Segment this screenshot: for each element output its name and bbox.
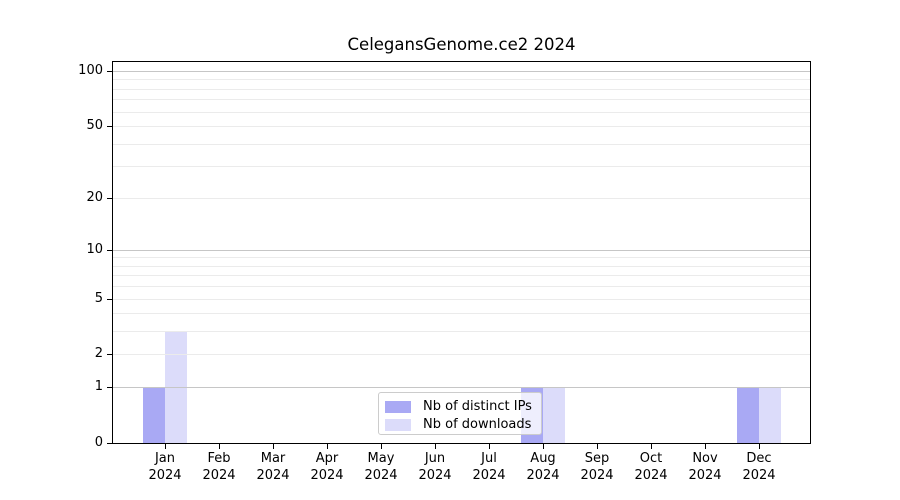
gridline-minor-9 xyxy=(113,257,810,259)
year-label: 2024 xyxy=(742,468,776,483)
x-tick-label-jan: Jan 2024 xyxy=(133,450,197,484)
y-tick-2 xyxy=(107,354,112,356)
x-tick-sep xyxy=(597,444,598,449)
y-tick-10 xyxy=(107,249,112,251)
chart-title: CelegansGenome.ce2 2024 xyxy=(347,35,576,54)
y-tick-label-2: 2 xyxy=(94,346,103,362)
gridline-minor-3 xyxy=(113,331,810,333)
gridline-minor-70 xyxy=(113,99,810,101)
x-tick-nov xyxy=(705,444,706,449)
legend-swatch-downloads xyxy=(385,419,411,431)
plot-area xyxy=(112,61,811,444)
year-label: 2024 xyxy=(580,468,614,483)
year-label: 2024 xyxy=(310,468,344,483)
x-tick-label-mar: Mar 2024 xyxy=(241,450,305,484)
x-tick-aug xyxy=(543,444,544,449)
gridline-minor-50 xyxy=(113,126,810,128)
gridline-major-100 xyxy=(113,71,810,72)
x-tick-label-aug: Aug 2024 xyxy=(511,450,575,484)
x-tick-label-jun: Jun 2024 xyxy=(403,450,467,484)
gridline-major-1 xyxy=(113,387,810,389)
month-label: May xyxy=(367,451,395,466)
x-tick-label-jul: Jul 2024 xyxy=(457,450,521,484)
month-label: Feb xyxy=(207,451,231,466)
year-label: 2024 xyxy=(634,468,668,483)
y-tick-label-50: 50 xyxy=(86,118,103,134)
x-tick-jul xyxy=(489,444,490,449)
y-tick-label-0: 0 xyxy=(94,435,103,450)
y-tick-label-100: 100 xyxy=(78,63,103,78)
x-tick-label-sep: Sep 2024 xyxy=(565,450,629,484)
bar-jan-ips xyxy=(143,387,165,443)
year-label: 2024 xyxy=(202,468,236,483)
year-label: 2024 xyxy=(148,468,182,483)
month-label: Nov xyxy=(692,451,718,466)
month-label: Oct xyxy=(639,451,663,466)
x-tick-may xyxy=(381,444,382,449)
y-tick-label-20: 20 xyxy=(86,189,103,205)
x-tick-label-oct: Oct 2024 xyxy=(619,450,683,484)
x-tick-jun xyxy=(435,444,436,449)
x-tick-mar xyxy=(273,444,274,449)
x-tick-label-nov: Nov 2024 xyxy=(673,450,737,484)
gridline-major-10 xyxy=(113,249,810,251)
legend-label-downloads: Nb of downloads xyxy=(423,417,532,432)
x-tick-label-apr: Apr 2024 xyxy=(295,450,359,484)
legend-swatch-ips xyxy=(385,401,411,413)
month-label: Aug xyxy=(530,451,556,466)
legend-row-downloads: Nb of downloads xyxy=(385,416,541,434)
bar-dec-ips xyxy=(737,387,759,443)
year-label: 2024 xyxy=(472,468,506,483)
gridline-minor-8 xyxy=(113,265,810,267)
gridline-minor-5 xyxy=(113,298,810,300)
y-tick-1 xyxy=(107,387,112,389)
month-label: Dec xyxy=(746,451,772,466)
year-label: 2024 xyxy=(256,468,290,483)
x-tick-feb xyxy=(219,444,220,449)
gridline-minor-6 xyxy=(113,286,810,288)
y-tick-5 xyxy=(107,298,112,300)
gridline-minor-20 xyxy=(113,197,810,199)
y-tick-0 xyxy=(107,443,112,444)
gridline-minor-7 xyxy=(113,275,810,277)
x-tick-label-feb: Feb 2024 xyxy=(187,450,251,484)
legend-label-ips: Nb of distinct IPs xyxy=(423,399,532,414)
month-label: Jan xyxy=(154,451,176,466)
legend-row-ips: Nb of distinct IPs xyxy=(385,398,541,416)
legend: Nb of distinct IPs Nb of downloads xyxy=(378,392,542,435)
x-tick-oct xyxy=(651,444,652,449)
gridline-minor-80 xyxy=(113,88,810,90)
bar-aug-downloads xyxy=(543,387,565,443)
x-tick-apr xyxy=(327,444,328,449)
year-label: 2024 xyxy=(418,468,452,483)
x-tick-label-dec: Dec 2024 xyxy=(727,450,791,484)
y-tick-label-1: 1 xyxy=(94,379,103,395)
month-label: Apr xyxy=(315,451,339,466)
year-label: 2024 xyxy=(688,468,722,483)
y-tick-label-10: 10 xyxy=(86,241,103,257)
gridline-minor-60 xyxy=(113,111,810,113)
year-label: 2024 xyxy=(526,468,560,483)
y-tick-20 xyxy=(107,197,112,199)
month-label: Sep xyxy=(584,451,610,466)
y-tick-50 xyxy=(107,126,112,128)
y-tick-label-5: 5 xyxy=(94,290,103,306)
month-label: Mar xyxy=(260,451,286,466)
y-tick-100 xyxy=(107,71,112,72)
gridline-minor-90 xyxy=(113,79,810,81)
year-label: 2024 xyxy=(364,468,398,483)
month-label: Jul xyxy=(481,451,497,466)
month-label: Jun xyxy=(424,451,446,466)
x-tick-jan xyxy=(165,444,166,449)
gridline-minor-30 xyxy=(113,166,810,168)
gridline-minor-40 xyxy=(113,143,810,145)
x-tick-dec xyxy=(759,444,760,449)
bar-dec-downloads xyxy=(759,387,781,443)
x-tick-label-may: May 2024 xyxy=(349,450,413,484)
gridline-minor-4 xyxy=(113,313,810,315)
gridline-minor-2 xyxy=(113,354,810,356)
